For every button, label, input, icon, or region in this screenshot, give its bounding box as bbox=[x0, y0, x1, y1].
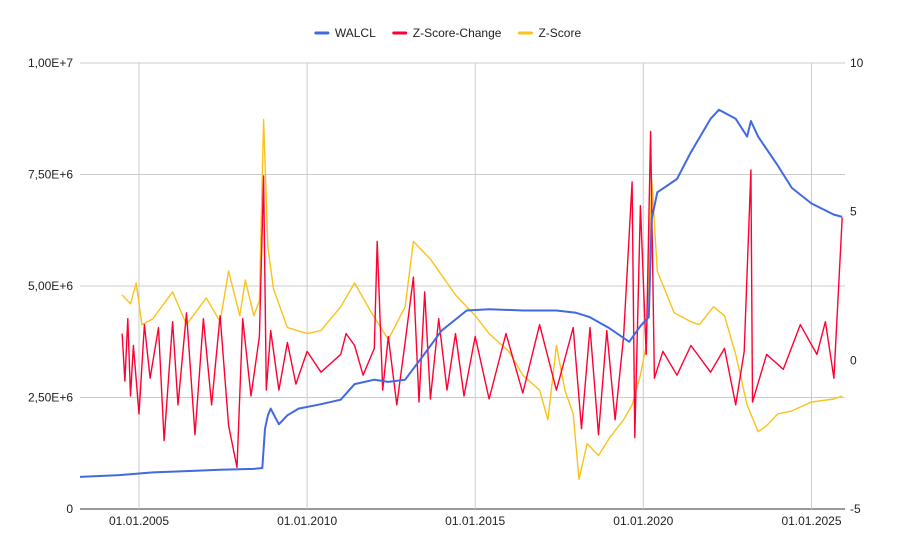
series-layer bbox=[79, 108, 843, 480]
y-left-tick-label: 7,50E+6 bbox=[28, 168, 73, 182]
y-right-tick-label: -5 bbox=[850, 502, 861, 516]
y-left-tick-label: 0 bbox=[66, 502, 73, 516]
x-tick-label: 01.01.2020 bbox=[613, 514, 673, 528]
legend-label: WALCL bbox=[335, 26, 376, 40]
y-left-tick-label: 5,00E+6 bbox=[28, 279, 73, 293]
y-left-tick-label: 1,00E+7 bbox=[28, 56, 73, 70]
y-left-tick-label: 2,50E+6 bbox=[28, 391, 73, 405]
y-right-tick-label: 5 bbox=[850, 205, 857, 219]
series-line-walcl bbox=[79, 108, 843, 478]
x-tick-label: 01.01.2015 bbox=[445, 514, 505, 528]
legend-label: Z-Score bbox=[538, 26, 581, 40]
y-right-tick-label: 0 bbox=[850, 353, 857, 367]
series-line-z-score-change bbox=[121, 130, 843, 469]
x-tick-label: 01.01.2025 bbox=[781, 514, 841, 528]
grid-lines bbox=[80, 62, 845, 510]
axis-labels: 0 2,50E+6 5,00E+6 7,50E+6 1,00E+7 -5 0 5 10 01.01… bbox=[28, 56, 864, 528]
y-right-tick-label: 10 bbox=[850, 56, 864, 70]
legend-label: Z-Score-Change bbox=[413, 26, 502, 40]
series-line-z-score bbox=[121, 118, 843, 480]
x-tick-label: 01.01.2010 bbox=[277, 514, 337, 528]
legend: WALCL Z-Score-Change Z-Score bbox=[314, 26, 581, 40]
x-tick-label: 01.01.2005 bbox=[109, 514, 169, 528]
